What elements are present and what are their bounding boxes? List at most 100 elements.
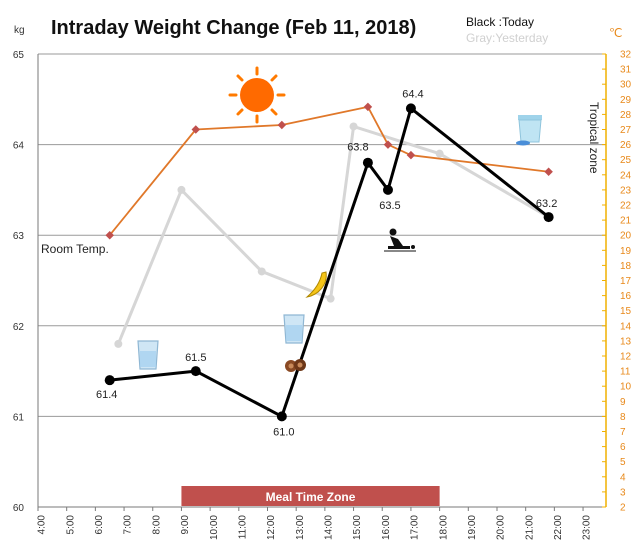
tropical-zone-label: Tropical zone [587, 102, 601, 174]
right-tick-label: 21 [620, 216, 632, 227]
x-tick-label: 14:00 [324, 515, 335, 540]
meal-time-zone-bar [181, 486, 440, 506]
today-point [382, 184, 393, 195]
right-axis-unit: ℃ [609, 26, 622, 40]
x-tick-label: 10:00 [209, 515, 220, 540]
temperature-point [363, 102, 373, 112]
x-tick-label: 22:00 [553, 515, 564, 540]
x-tick-label: 6:00 [94, 515, 105, 535]
x-tick-label: 13:00 [295, 515, 306, 540]
left-tick-label: 64 [13, 141, 25, 152]
today-data-label: 63.2 [536, 198, 557, 210]
series-layer: 61.4 61.5 61.0 63.8 63.5 64.4 63.2 [96, 88, 557, 438]
today-point [362, 157, 373, 168]
right-tick-label: 29 [620, 95, 632, 106]
sun-icon [228, 66, 286, 124]
left-tick-label: 62 [13, 322, 25, 333]
x-tick-label: 7:00 [123, 515, 134, 535]
x-tick-label: 23:00 [582, 515, 593, 540]
right-tick-label: 12 [620, 352, 632, 363]
cookies-icon [285, 359, 306, 372]
right-tick-label: 19 [620, 246, 632, 257]
today-data-label: 61.0 [273, 426, 294, 438]
x-tick-label: 18:00 [438, 515, 449, 540]
yesterday-point [349, 122, 358, 131]
right-tick-label: 5 [620, 457, 626, 468]
right-tick-label: 2 [620, 503, 626, 514]
grid [38, 53, 606, 417]
right-tick-label: 17 [620, 276, 632, 287]
right-tick-label: 3 [620, 487, 626, 498]
chart-title: Intraday Weight Change (Feb 11, 2018) [51, 17, 416, 39]
legend-yesterday: Gray:Yesterday [466, 31, 548, 45]
water-glass-icon [137, 340, 159, 370]
right-tick-label: 11 [620, 367, 631, 378]
yesterday-point [435, 149, 444, 158]
today-point [104, 375, 115, 386]
today-point [543, 212, 554, 223]
today-data-label: 61.5 [185, 352, 206, 364]
left-tick-label: 63 [13, 231, 25, 242]
legend-today: Black :Today [466, 15, 534, 29]
temperature-point [544, 167, 553, 177]
left-axis-unit: kg [14, 25, 25, 36]
today-point [190, 366, 201, 377]
yesterday-point [326, 294, 335, 303]
temperature-point [277, 120, 287, 130]
x-tick-label: 9:00 [180, 515, 191, 535]
banana-icon [305, 271, 327, 298]
right-tick-label: 6 [620, 442, 626, 453]
left-tick-label: 65 [13, 50, 25, 61]
right-tick-label: 13 [620, 336, 632, 347]
right-tick-label: 31 [620, 65, 632, 76]
temperature-point [406, 150, 416, 160]
right-tick-label: 8 [620, 412, 626, 423]
meal-zone: Meal Time Zone [181, 486, 440, 506]
right-tick-label: 32 [620, 50, 632, 61]
today-data-label: 63.8 [347, 142, 368, 154]
meal-time-zone-label: Meal Time Zone [266, 490, 356, 504]
right-tick-label: 10 [620, 382, 632, 393]
right-tick-label: 15 [620, 306, 632, 317]
right-tick-label: 22 [620, 201, 632, 212]
left-tick-label: 60 [13, 503, 25, 514]
right-tick-label: 9 [620, 397, 626, 408]
today-point [276, 411, 287, 422]
room-temp-label: Room Temp. [41, 242, 109, 256]
left-tick-label: 61 [13, 412, 25, 423]
exercise-icon [384, 228, 416, 252]
x-tick-label: 12:00 [266, 515, 277, 540]
right-tick-label: 18 [620, 261, 632, 272]
today-data-label: 63.5 [379, 200, 400, 212]
x-tick-label: 17:00 [410, 515, 421, 540]
right-tick-label: 25 [620, 155, 632, 166]
right-tick-label: 16 [620, 291, 632, 302]
axes: 6061626364652345678910111213141516171819… [13, 50, 632, 541]
right-tick-label: 7 [620, 427, 626, 438]
x-tick-label: 4:00 [37, 515, 48, 535]
right-tick-label: 14 [620, 321, 632, 332]
x-tick-label: 20:00 [496, 515, 507, 540]
x-tick-label: 15:00 [352, 515, 363, 540]
x-tick-label: 16:00 [381, 515, 392, 540]
right-tick-label: 26 [620, 140, 632, 151]
right-tick-label: 27 [620, 125, 632, 136]
x-tick-label: 11:00 [237, 515, 248, 540]
water-cup-icon [516, 115, 542, 146]
x-tick-label: 21:00 [524, 515, 535, 540]
yesterday-point [177, 185, 186, 194]
x-tick-label: 8:00 [151, 515, 162, 535]
temperature-point [191, 125, 201, 134]
temperature-point [383, 140, 393, 149]
right-tick-label: 30 [620, 80, 632, 91]
yesterday-point [257, 267, 266, 276]
yesterday-point [114, 339, 123, 348]
x-tick-label: 19:00 [467, 515, 478, 540]
right-tick-label: 24 [620, 170, 632, 181]
right-tick-label: 28 [620, 110, 632, 121]
today-point [405, 103, 416, 114]
right-tick-label: 23 [620, 185, 632, 196]
today-data-label: 64.4 [402, 88, 423, 100]
right-tick-label: 4 [620, 472, 626, 483]
